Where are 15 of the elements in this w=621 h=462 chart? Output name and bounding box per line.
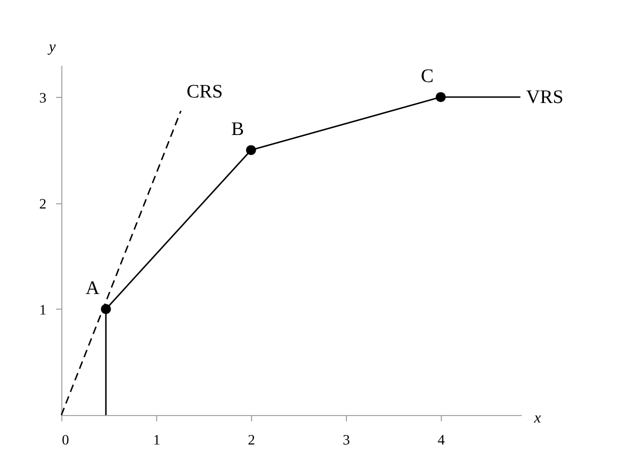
x-tick-label: 2 bbox=[248, 432, 256, 448]
y-tick-label: 3 bbox=[39, 90, 46, 106]
series-label: VRS bbox=[526, 86, 564, 108]
annotation: A bbox=[86, 278, 100, 299]
y-axis-title: y bbox=[46, 38, 56, 56]
annotation: B bbox=[231, 118, 244, 140]
y-tick-label: 1 bbox=[39, 302, 46, 318]
y-tick-label: 2 bbox=[39, 196, 46, 212]
x-tick-label: 4 bbox=[438, 432, 445, 448]
x-tick-label: 0 bbox=[62, 432, 69, 448]
annotation: C bbox=[420, 66, 434, 87]
x-tick-label: 3 bbox=[342, 432, 350, 448]
x-axis-title: x bbox=[533, 409, 542, 426]
x-tick-label: 1 bbox=[153, 432, 160, 448]
series-label: CRS bbox=[186, 81, 223, 102]
